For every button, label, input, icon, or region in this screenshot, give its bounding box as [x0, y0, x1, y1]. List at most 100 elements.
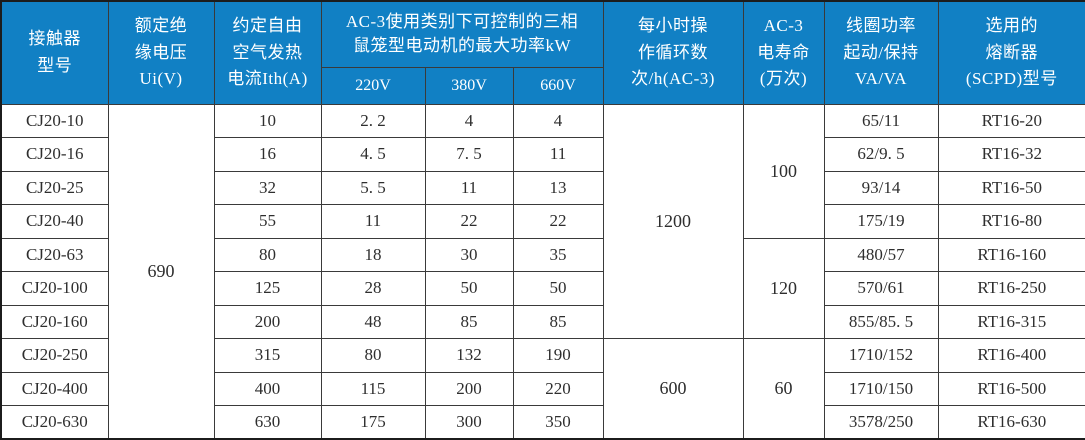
power-660v-cell: 220	[512, 371, 604, 406]
power-220v-cell: 2. 2	[320, 103, 426, 138]
life-120-merged-cell: 120	[742, 237, 825, 339]
table-row-cj20-100: CJ20-100 125 28 50 50 570/61 RT16-250	[0, 271, 1085, 306]
model-cell: CJ20-160	[0, 304, 109, 339]
header-coil-power: 线圈功率 起动/保持 VA/VA	[823, 0, 939, 105]
fuse-cell: RT16-32	[937, 137, 1085, 172]
power-380v-cell: 132	[424, 338, 514, 373]
table-row-cj20-40: CJ20-40 55 11 22 22 175/19 RT16-80	[0, 204, 1085, 239]
power-660v-cell: 4	[512, 103, 604, 138]
model-cell: CJ20-10	[0, 103, 109, 138]
table-row-cj20-160: CJ20-160 200 48 85 85 855/85. 5 RT16-315	[0, 304, 1085, 339]
table-row-cj20-16: CJ20-16 16 4. 5 7. 5 11 62/9. 5 RT16-32	[0, 137, 1085, 172]
header-cycles-per-hour: 每小时操 作循环数 次/h(AC-3)	[602, 0, 744, 105]
power-380v-cell: 200	[424, 371, 514, 406]
table-row-cj20-63: CJ20-63 80 18 30 35 120 480/57 RT16-160	[0, 237, 1085, 339]
coil-power-cell: 855/85. 5	[823, 304, 939, 339]
cycles-600-merged-cell: 600	[602, 338, 744, 440]
power-220v-cell: 80	[320, 338, 426, 373]
table-body: CJ20-10 690 10 2. 2 4 4 1200 100 65/11 R…	[0, 103, 1085, 440]
model-cell: CJ20-40	[0, 204, 109, 239]
table-row-cj20-250: CJ20-250 315 80 132 190 600 60 1710/152 …	[0, 338, 1085, 440]
table-row-cj20-10: CJ20-10 690 10 2. 2 4 4 1200 100 65/11 R…	[0, 103, 1085, 440]
ith-cell: 630	[213, 405, 322, 440]
model-cell: CJ20-250	[0, 338, 109, 373]
ith-cell: 315	[213, 338, 322, 373]
power-380v-cell: 50	[424, 271, 514, 306]
power-660v-cell: 50	[512, 271, 604, 306]
header-ac3-max-power-group: AC-3使用类别下可控制的三相 鼠笼型电动机的最大功率kW	[320, 0, 604, 68]
power-380v-cell: 300	[424, 405, 514, 440]
power-220v-cell: 28	[320, 271, 426, 306]
coil-power-cell: 175/19	[823, 204, 939, 239]
fuse-cell: RT16-80	[937, 204, 1085, 239]
header-insulation-voltage: 额定绝 缘电压 Ui(V)	[107, 0, 215, 105]
fuse-cell: RT16-250	[937, 271, 1085, 306]
model-cell: CJ20-630	[0, 405, 109, 440]
header-thermal-current: 约定自由 空气发热 电流Ith(A)	[213, 0, 322, 105]
ith-cell: 400	[213, 371, 322, 406]
coil-power-cell: 93/14	[823, 170, 939, 205]
fuse-cell: RT16-500	[937, 371, 1085, 406]
power-660v-cell: 22	[512, 204, 604, 239]
ith-cell: 55	[213, 204, 322, 239]
header-contactor-model: 接触器 型号	[0, 0, 109, 105]
subheader-220v: 220V	[320, 66, 426, 105]
power-380v-cell: 22	[424, 204, 514, 239]
ith-cell: 32	[213, 170, 322, 205]
life-100-merged-cell: 100	[742, 103, 825, 239]
header-fuse-model: 选用的 熔断器 (SCPD)型号	[937, 0, 1085, 105]
ith-cell: 16	[213, 137, 322, 172]
fuse-cell: RT16-20	[937, 103, 1085, 138]
coil-power-cell: 570/61	[823, 271, 939, 306]
header-electrical-life: AC-3 电寿命 (万次)	[742, 0, 825, 105]
fuse-cell: RT16-400	[937, 338, 1085, 373]
coil-power-cell: 65/11	[823, 103, 939, 138]
power-660v-cell: 11	[512, 137, 604, 172]
power-380v-cell: 4	[424, 103, 514, 138]
power-220v-cell: 11	[320, 204, 426, 239]
model-cell: CJ20-100	[0, 271, 109, 306]
power-220v-cell: 48	[320, 304, 426, 339]
ui-voltage-merged-cell: 690	[107, 103, 215, 440]
ith-cell: 80	[213, 237, 322, 272]
power-220v-cell: 18	[320, 237, 426, 272]
coil-power-cell: 1710/150	[823, 371, 939, 406]
ith-cell: 200	[213, 304, 322, 339]
coil-power-cell: 480/57	[823, 237, 939, 272]
ith-cell: 125	[213, 271, 322, 306]
power-660v-cell: 350	[512, 405, 604, 440]
power-660v-cell: 190	[512, 338, 604, 373]
power-380v-cell: 85	[424, 304, 514, 339]
fuse-cell: RT16-50	[937, 170, 1085, 205]
power-220v-cell: 175	[320, 405, 426, 440]
power-220v-cell: 5. 5	[320, 170, 426, 205]
fuse-cell: RT16-630	[937, 405, 1085, 440]
model-cell: CJ20-16	[0, 137, 109, 172]
coil-power-cell: 3578/250	[823, 405, 939, 440]
power-380v-cell: 11	[424, 170, 514, 205]
power-380v-cell: 7. 5	[424, 137, 514, 172]
subheader-380v: 380V	[424, 66, 514, 105]
power-660v-cell: 85	[512, 304, 604, 339]
power-660v-cell: 35	[512, 237, 604, 272]
cycles-1200-merged-cell: 1200	[602, 103, 744, 339]
table-row-cj20-25: CJ20-25 32 5. 5 11 13 93/14 RT16-50	[0, 170, 1085, 205]
table-header: 接触器 型号 额定绝 缘电压 Ui(V) 约定自由 空气发热 电流Ith(A) …	[0, 0, 1085, 105]
model-cell: CJ20-400	[0, 371, 109, 406]
ith-cell: 10	[213, 103, 322, 138]
fuse-cell: RT16-315	[937, 304, 1085, 339]
power-220v-cell: 4. 5	[320, 137, 426, 172]
subheader-660v: 660V	[512, 66, 604, 105]
power-380v-cell: 30	[424, 237, 514, 272]
table-row-cj20-630: CJ20-630 630 175 300 350 3578/250 RT16-6…	[0, 405, 1085, 440]
table-row-cj20-400: CJ20-400 400 115 200 220 1710/150 RT16-5…	[0, 371, 1085, 406]
coil-power-cell: 62/9. 5	[823, 137, 939, 172]
fuse-cell: RT16-160	[937, 237, 1085, 272]
power-220v-cell: 115	[320, 371, 426, 406]
model-cell: CJ20-25	[0, 170, 109, 205]
life-60-merged-cell: 60	[742, 338, 825, 440]
model-cell: CJ20-63	[0, 237, 109, 272]
power-660v-cell: 13	[512, 170, 604, 205]
coil-power-cell: 1710/152	[823, 338, 939, 373]
